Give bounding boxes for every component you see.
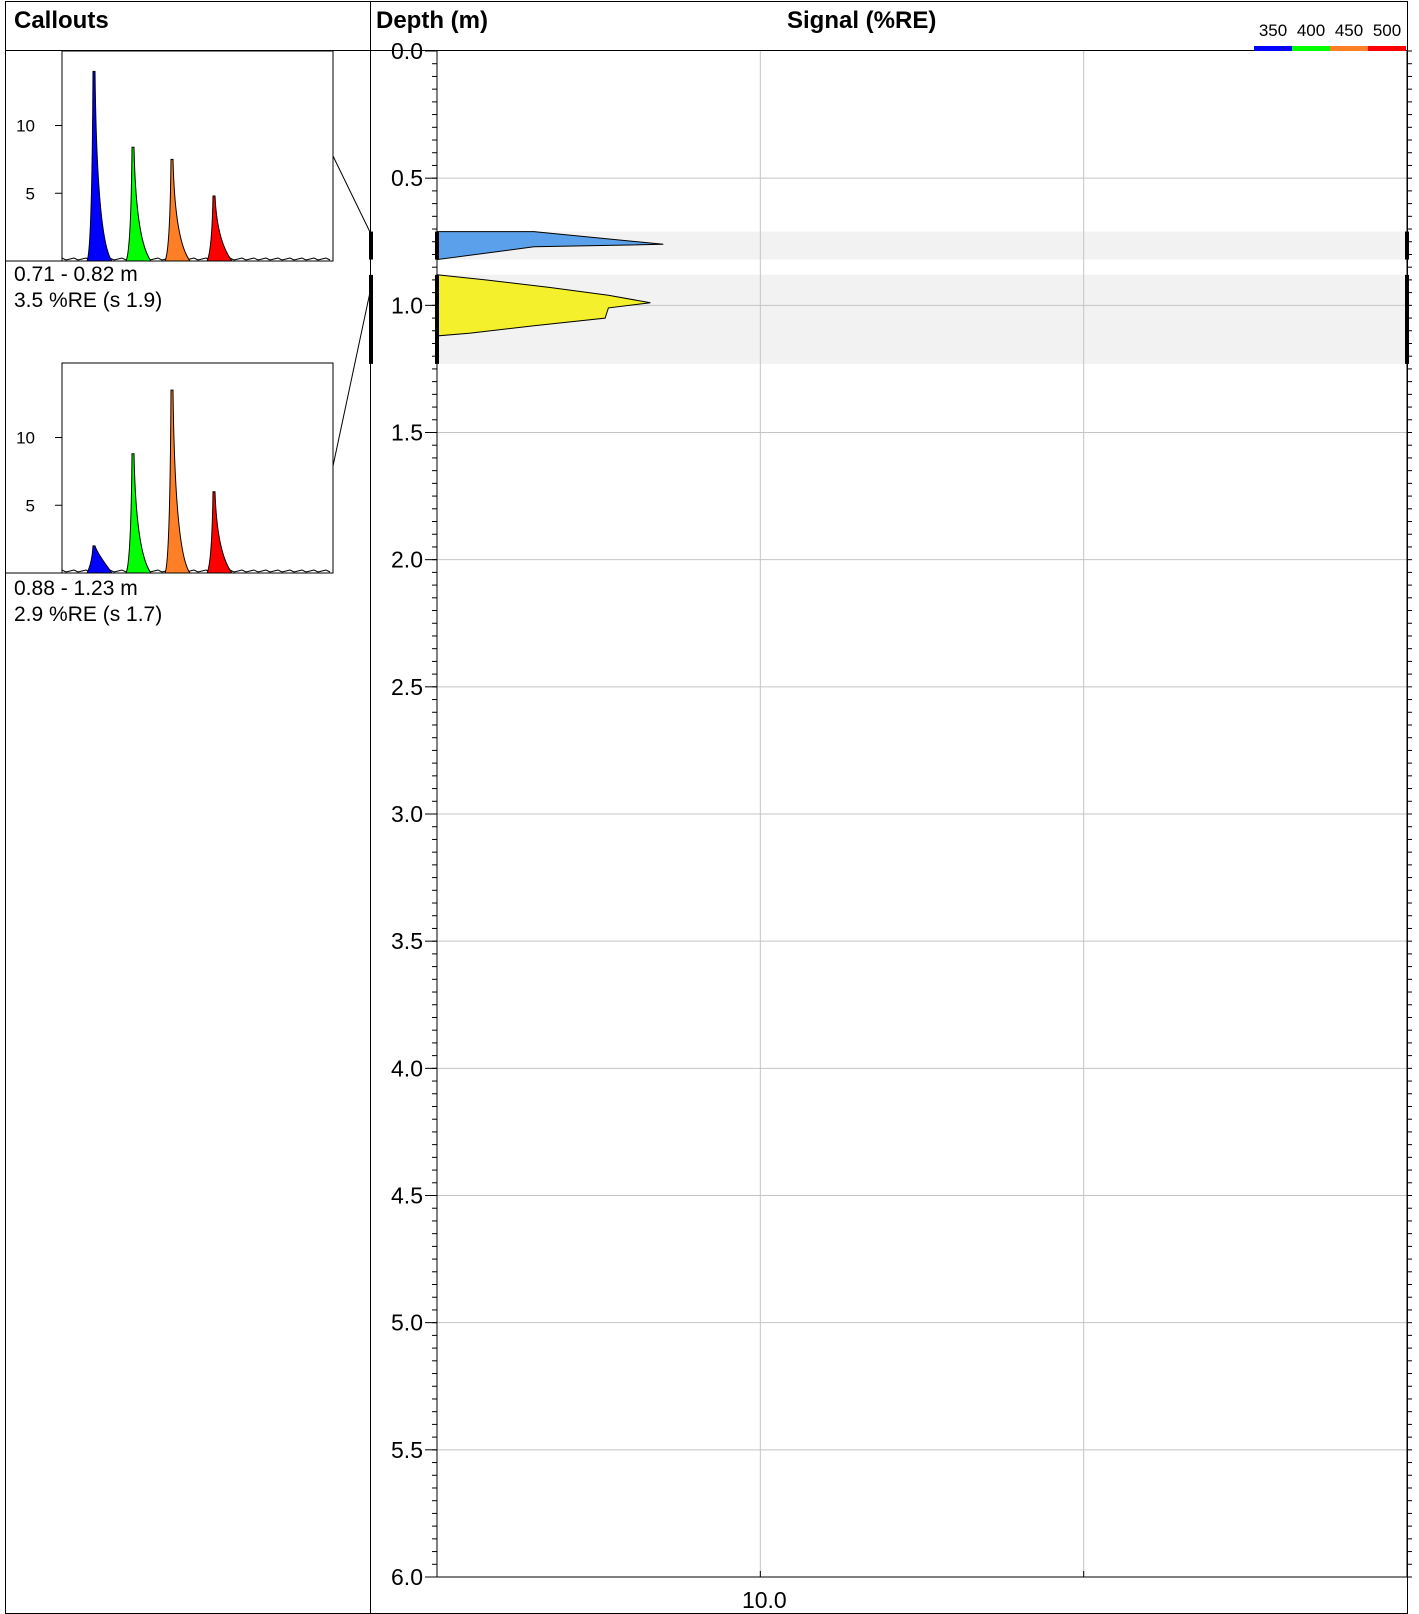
legend-label-350: 350 — [1259, 21, 1287, 40]
callout-y-tick-label: 10 — [16, 429, 35, 448]
y-tick-label: 3.5 — [391, 928, 423, 954]
callout-1-range: 0.71 - 0.82 m — [14, 263, 138, 286]
y-tick-label: 2.5 — [391, 674, 423, 700]
callouts-title: Callouts — [14, 7, 109, 34]
callout-y-tick-label: 10 — [16, 117, 35, 136]
y-tick-label: 4.0 — [391, 1055, 423, 1081]
callout-2-range: 0.88 - 1.23 m — [14, 577, 138, 600]
callout-1-value: 3.5 %RE (s 1.9) — [14, 289, 163, 312]
legend-swatch-450 — [1330, 46, 1368, 51]
legend-swatch-500 — [1368, 46, 1406, 51]
legend-swatch-400 — [1292, 46, 1330, 51]
legend-label-500: 500 — [1373, 21, 1401, 40]
callout-y-tick-label: 5 — [26, 184, 35, 203]
y-tick-label: 5.0 — [391, 1310, 423, 1336]
callout-1-peak-350 — [86, 70, 113, 262]
callout-2-peak-400 — [125, 453, 152, 574]
legend-label-450: 450 — [1335, 21, 1363, 40]
interval-band-2 — [437, 274, 1407, 364]
y-axis-label: Depth (m) — [376, 7, 488, 34]
callout-2-peak-350 — [86, 545, 113, 574]
chart-title: Signal (%RE) — [787, 7, 937, 34]
callout-2-value: 2.9 %RE (s 1.7) — [14, 603, 163, 626]
callout-2-leader — [332, 287, 372, 467]
callout-2-peak-500 — [206, 491, 233, 574]
callout-y-tick-label: 5 — [26, 496, 35, 515]
y-tick-label: 5.5 — [391, 1437, 423, 1463]
y-tick-label: 2.0 — [391, 547, 423, 573]
callout-1-peak-500 — [206, 195, 233, 262]
legend-label-400: 400 — [1297, 21, 1325, 40]
y-tick-label: 6.0 — [391, 1564, 423, 1590]
callout-1-leader — [332, 155, 372, 235]
y-tick-label: 3.0 — [391, 801, 423, 827]
callout-1-spectrum-frame — [61, 50, 334, 262]
signal-profile-2 — [436, 274, 651, 337]
y-tick-label: 1.0 — [391, 292, 423, 318]
y-tick-label: 4.5 — [391, 1183, 423, 1209]
y-tick-label: 1.5 — [391, 420, 423, 446]
callout-2-peak-450 — [164, 389, 191, 574]
y-tick-label: 0.0 — [391, 38, 423, 64]
callout-1-peak-450 — [164, 158, 191, 262]
callout-2-spectrum-frame — [61, 362, 334, 574]
y-tick-label: 0.5 — [391, 165, 423, 191]
callout-1-peak-400 — [125, 146, 152, 262]
legend-swatch-350 — [1254, 46, 1292, 51]
x-tick-label: 10.0 — [742, 1587, 787, 1613]
